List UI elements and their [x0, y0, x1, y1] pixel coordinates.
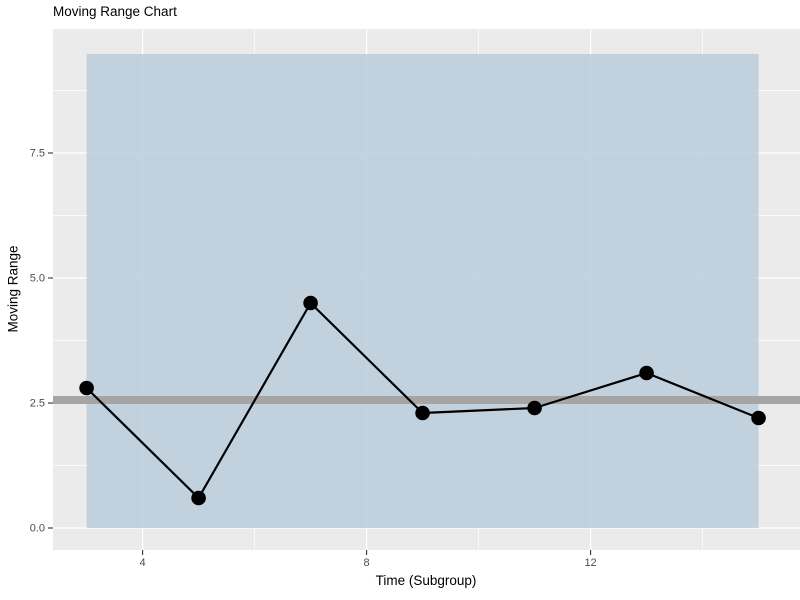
y-axis-title: Moving Range	[5, 245, 21, 333]
y-tick-label: 0.0	[30, 523, 45, 535]
data-point	[79, 380, 94, 396]
y-tick-label: 7.5	[30, 148, 45, 160]
chart-title: Moving Range Chart	[53, 4, 177, 19]
control-limit-band	[86, 54, 759, 528]
x-tick-label: 8	[364, 557, 370, 569]
data-point	[751, 410, 766, 426]
data-point	[415, 405, 430, 421]
data-point	[527, 400, 542, 416]
data-point	[639, 365, 654, 381]
y-tick-label: 5.0	[30, 273, 45, 285]
x-tick-label: 12	[584, 557, 596, 569]
data-point	[303, 295, 318, 311]
x-axis-title: Time (Subgroup)	[375, 573, 477, 588]
center-line	[53, 396, 800, 404]
y-tick-label: 2.5	[30, 398, 45, 410]
data-point	[191, 490, 206, 506]
x-tick-label: 4	[140, 557, 146, 569]
